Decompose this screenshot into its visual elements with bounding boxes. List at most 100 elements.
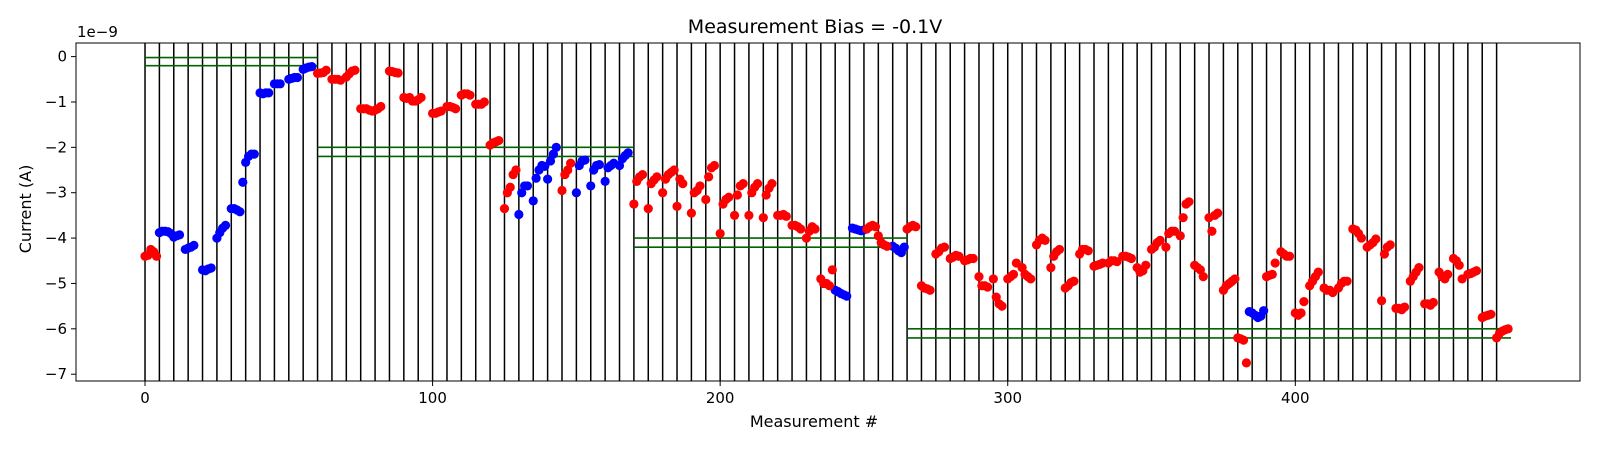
data-point-red (1299, 297, 1309, 307)
data-point-blue (540, 161, 550, 172)
data-point-red (557, 185, 567, 196)
data-point-red (1428, 297, 1438, 308)
data-point-red (1207, 226, 1217, 236)
data-point-red (1385, 240, 1395, 250)
data-point-red (1040, 235, 1050, 245)
data-point-red (1471, 266, 1482, 276)
data-point-red (1155, 235, 1165, 245)
data-point-red (729, 210, 740, 221)
data-point-red (450, 104, 461, 114)
data-point-red (781, 211, 791, 221)
y-tick-label: −7 (45, 365, 67, 383)
y-tick-label: −1 (45, 93, 67, 111)
data-point-red (637, 169, 648, 180)
data-point-red (1414, 262, 1424, 273)
data-point-red (1161, 242, 1171, 252)
data-point-red (393, 68, 403, 78)
data-point-blue (623, 148, 633, 158)
data-point-red (1175, 231, 1185, 241)
data-point-red (511, 165, 521, 175)
data-point-blue (275, 79, 285, 89)
data-point-red (499, 203, 510, 214)
data-point-red (1270, 258, 1280, 268)
data-point-red (1454, 260, 1464, 270)
data-point-red (1198, 272, 1208, 282)
y-tick-label: −6 (45, 320, 67, 338)
data-point-red (939, 242, 950, 252)
data-point-blue (522, 181, 533, 191)
data-point-red (658, 188, 668, 198)
x-tick-label: 200 (706, 389, 735, 407)
data-point-red (1284, 251, 1295, 261)
data-point-red (1342, 276, 1352, 286)
data-point-red (911, 222, 921, 232)
data-point-red (968, 253, 978, 264)
chart-title: Measurement Bias = -0.1V (688, 16, 942, 38)
data-point-red (1486, 309, 1496, 319)
data-point-red (1112, 257, 1122, 267)
data-point-red (1026, 274, 1036, 284)
y-tick-label: 0 (57, 48, 67, 66)
data-point-blue (528, 196, 538, 206)
data-point-red (1376, 296, 1387, 306)
data-point-red (151, 251, 162, 261)
x-tick-label: 100 (418, 389, 447, 407)
data-point-red (652, 172, 662, 182)
y-axis-label: Current (A) (16, 165, 35, 254)
data-point-red (686, 208, 697, 218)
data-point-red (709, 160, 720, 171)
plot-area: 0 100 200 300 400 0 −1 −2 −3 −4 −5 −6 −7 (45, 42, 1581, 407)
data-point-red (983, 282, 993, 292)
data-point-red (494, 135, 504, 146)
data-point-red (1083, 246, 1093, 256)
data-point-red (1008, 269, 1019, 279)
data-point-red (695, 181, 705, 191)
data-point-red (416, 92, 426, 103)
data-point-red (1356, 233, 1367, 243)
data-point-red (643, 203, 653, 214)
y-tick-label: −2 (45, 138, 67, 156)
data-point-red (752, 179, 763, 189)
data-point-red (925, 285, 935, 295)
data-point-red (1054, 244, 1065, 255)
data-point-red (479, 97, 489, 107)
data-point-red (758, 213, 768, 223)
data-point-red (376, 101, 386, 112)
data-point-red (1126, 253, 1136, 264)
data-point-red (882, 241, 892, 251)
data-point-red (1399, 302, 1410, 312)
data-point-red (1503, 324, 1513, 334)
data-point-blue (514, 209, 524, 220)
data-point-red (350, 65, 360, 75)
data-point-red (1069, 276, 1079, 286)
data-point-blue (174, 230, 185, 240)
data-point-blue (600, 176, 610, 186)
data-point-blue (531, 173, 541, 183)
data-point-red (1141, 260, 1151, 270)
data-point-red (1267, 269, 1277, 279)
data-point-red (732, 190, 743, 200)
data-point-red (1241, 358, 1252, 368)
data-point-blue (235, 207, 245, 217)
data-point-red (988, 274, 998, 284)
data-point-red (724, 192, 734, 202)
data-point-blue (1259, 306, 1269, 316)
data-point-blue (264, 88, 274, 98)
data-point-red (738, 179, 748, 189)
data-point-blue (594, 159, 604, 170)
data-point-red (744, 210, 754, 221)
data-point-blue (292, 72, 303, 83)
data-point-red (678, 179, 688, 189)
data-point-red (1313, 267, 1323, 277)
data-point-red (1238, 335, 1249, 345)
data-point-red (1443, 269, 1453, 279)
data-point-blue (189, 240, 199, 250)
data-point-red (1371, 234, 1381, 244)
data-point-red (1213, 208, 1223, 218)
data-point-blue (842, 291, 852, 301)
data-point-red (1296, 308, 1306, 318)
y-tick-label: −3 (45, 184, 67, 202)
data-point-red (701, 194, 711, 205)
data-point-red (505, 182, 515, 192)
